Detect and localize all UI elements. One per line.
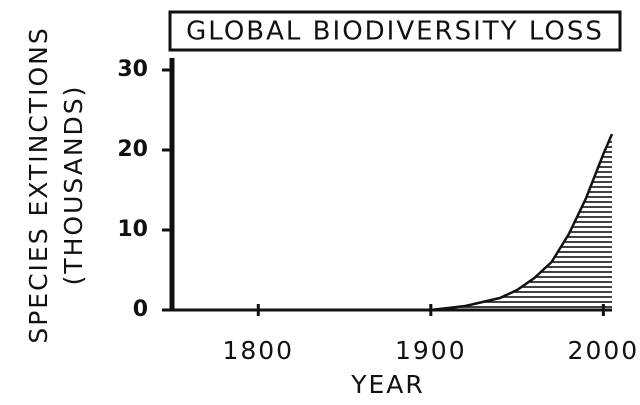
- y-tick-label: 30: [117, 57, 148, 82]
- x-tick-label: 1900: [395, 336, 467, 365]
- y-axis-label: (THOUSANDS): [59, 85, 88, 286]
- x-axis-label: YEAR: [350, 370, 425, 399]
- x-tick-label: 2000: [568, 336, 640, 365]
- x-tick-label: 1800: [222, 336, 294, 365]
- y-tick-label: 10: [117, 217, 148, 242]
- area: [172, 134, 612, 310]
- chart-title: GLOBAL BIODIVERSITY LOSS: [186, 17, 604, 47]
- y-tick-label: 20: [117, 137, 148, 162]
- y-axis-label: SPECIES EXTINCTIONS: [24, 26, 53, 343]
- title-box: [168, 10, 622, 52]
- y-tick-label: 0: [133, 297, 148, 322]
